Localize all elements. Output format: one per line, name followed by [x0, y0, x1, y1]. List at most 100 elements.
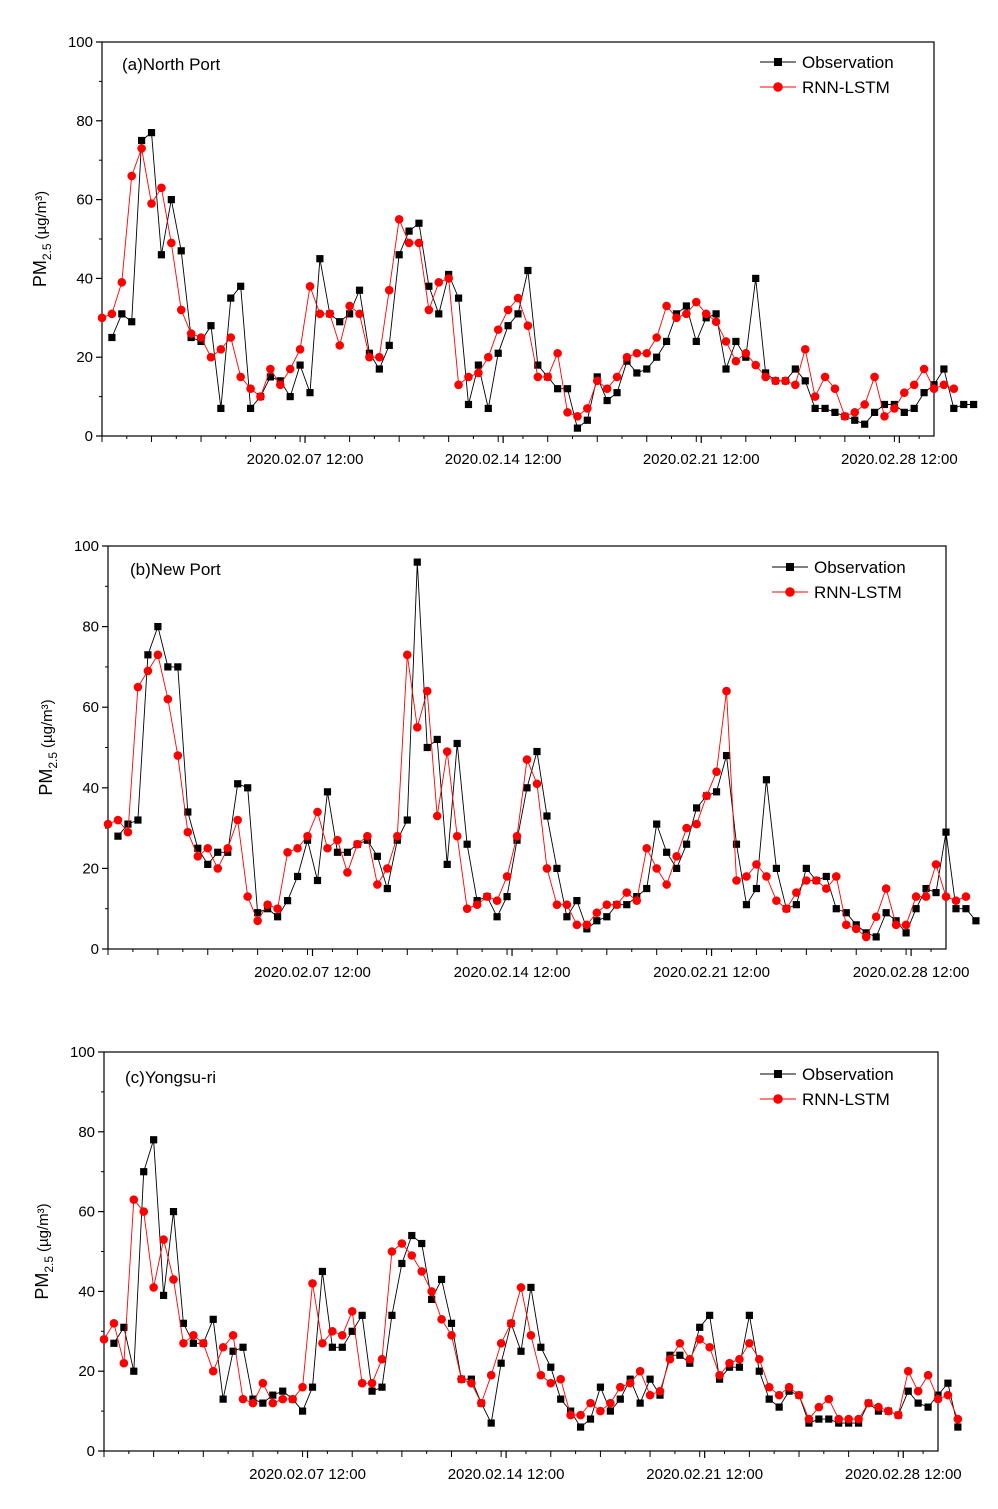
- observation-point: [138, 136, 146, 145]
- observation-point: [378, 1383, 386, 1391]
- rnn-lstm-point: [337, 1330, 347, 1340]
- rnn-lstm-point: [238, 1394, 248, 1404]
- observation-point: [343, 848, 352, 856]
- x-tick-label: 2020.02.07 12:00: [247, 451, 364, 468]
- rnn-lstm-point: [163, 694, 173, 704]
- observation-point: [534, 361, 542, 369]
- observation-point: [333, 848, 342, 856]
- observation-point: [279, 1387, 287, 1395]
- rnn-lstm-point: [576, 1410, 585, 1420]
- observation-point: [940, 365, 948, 373]
- rnn-lstm-point: [890, 404, 899, 413]
- observation-point: [514, 310, 522, 318]
- rnn-lstm-point: [397, 1239, 407, 1248]
- observation-point: [428, 1295, 436, 1303]
- rnn-lstm-point: [313, 807, 322, 817]
- legend-square-marker: [786, 563, 794, 571]
- rnn-lstm-point: [642, 348, 652, 358]
- rnn-lstm-point: [553, 348, 562, 358]
- observation-point: [932, 888, 940, 897]
- observation-point: [157, 251, 166, 259]
- observation-point: [209, 1315, 217, 1323]
- observation-point: [128, 318, 136, 326]
- rnn-lstm-point: [903, 1366, 913, 1376]
- rnn-lstm-point: [248, 1398, 258, 1408]
- observation-point: [722, 751, 731, 760]
- observation-point: [355, 286, 364, 294]
- rnn-lstm-point: [153, 650, 163, 660]
- y-tick-label: 40: [82, 780, 99, 797]
- rnn-lstm-point: [353, 839, 362, 849]
- observation-point: [732, 337, 740, 346]
- rnn-lstm-point: [167, 238, 176, 248]
- rnn-lstm-point: [752, 860, 761, 869]
- rnn-lstm-point: [139, 1207, 149, 1216]
- chart-panel-2: 0 20 40 60 80 100 2020.02.07 12:00 2020.02.14 1…: [32, 1044, 963, 1483]
- observation-point: [643, 365, 651, 373]
- rnn-lstm-point: [365, 352, 374, 362]
- observation-point: [266, 373, 274, 381]
- observation-point: [554, 385, 562, 393]
- observation-point: [832, 905, 840, 913]
- rnn-lstm-point: [323, 843, 332, 853]
- chart-panel-1: 0 20 40 60 80 100 2020.02.07 12:00 2020.02.14 1…: [36, 538, 980, 981]
- observation-point: [437, 1275, 446, 1284]
- observation-point: [523, 784, 531, 792]
- rnn-lstm-point: [414, 238, 424, 248]
- x-tick-label: 2020.02.14 12:00: [445, 451, 562, 468]
- rnn-lstm-point: [841, 920, 851, 930]
- observation-point: [346, 310, 354, 318]
- rnn-lstm-point: [437, 1315, 446, 1324]
- series-line-rnn-lstm: [107, 653, 967, 938]
- observation-point: [269, 1391, 277, 1399]
- observation-point: [237, 282, 245, 290]
- rnn-lstm-point: [735, 1354, 744, 1364]
- observation-point: [801, 377, 809, 385]
- observation-point: [244, 784, 252, 792]
- observation-point: [214, 848, 222, 856]
- observation-point: [676, 1351, 684, 1359]
- x-tick-label: 2020.02.07 12:00: [254, 964, 371, 981]
- observation-point: [815, 1415, 823, 1423]
- rnn-lstm-point: [933, 1394, 943, 1404]
- rnn-lstm-point: [721, 337, 731, 346]
- rnn-lstm-point: [288, 1394, 297, 1404]
- observation-point: [880, 400, 889, 409]
- rnn-lstm-point: [702, 791, 711, 801]
- observation-point: [227, 294, 235, 302]
- observation-point: [593, 917, 601, 925]
- observation-point: [775, 1403, 783, 1411]
- x-tick-label: 2020.02.14 12:00: [448, 1466, 565, 1483]
- rnn-lstm-point: [820, 372, 830, 382]
- rnn-lstm-point: [625, 1378, 635, 1388]
- observation-point: [454, 294, 463, 302]
- rnn-lstm-point: [377, 1354, 387, 1364]
- rnn-lstm-point: [622, 888, 632, 897]
- observation-point: [970, 400, 978, 409]
- rnn-lstm-point: [652, 333, 661, 342]
- rnn-lstm-point: [764, 1382, 774, 1392]
- observation-point: [313, 876, 322, 885]
- rnn-lstm-point: [810, 392, 820, 401]
- observation-point: [385, 341, 393, 349]
- observation-point: [527, 1283, 535, 1292]
- x-tick-label: 2020.02.21 12:00: [646, 1466, 763, 1483]
- observation-point: [433, 735, 441, 744]
- observation-point: [504, 322, 512, 330]
- rnn-lstm-point: [586, 1398, 595, 1408]
- rnn-lstm-point: [861, 932, 871, 942]
- rnn-lstm-point: [183, 827, 193, 837]
- observation-point: [791, 365, 799, 373]
- rnn-lstm-point: [953, 1414, 963, 1424]
- rnn-lstm-point: [522, 755, 532, 764]
- rnn-lstm-point: [642, 843, 652, 853]
- observation-point: [623, 901, 631, 909]
- observation-point: [851, 416, 859, 424]
- observation-point: [603, 396, 611, 405]
- observation-point: [920, 389, 928, 397]
- rnn-lstm-point: [572, 920, 582, 930]
- rnn-lstm-point: [602, 384, 612, 394]
- rnn-lstm-point: [226, 333, 236, 342]
- observation-point: [904, 1387, 912, 1395]
- observation-point: [283, 897, 292, 905]
